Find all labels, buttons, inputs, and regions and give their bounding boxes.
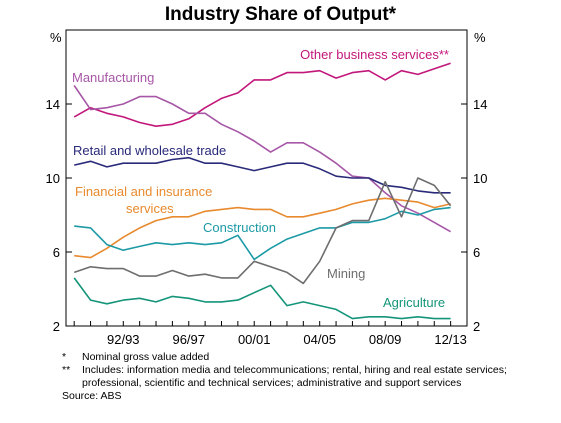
footnotes: * Nominal gross value added ** Includes:… [62,351,561,403]
y-axis-left-label: % [50,30,62,45]
y-tick-label-right: 10 [473,171,487,186]
series-line-other-business-services [73,62,451,127]
footnote-2-mark: ** [62,364,71,376]
series-label-financial-line1: Financial and insurance [75,184,212,199]
y-ticks: 2 2 6 6 10 10 14 14 [46,97,488,334]
chart-title: Industry Share of Output* [164,4,397,25]
x-tick-label: 08/09 [369,332,402,347]
y-tick-label-right: 2 [473,319,480,334]
x-tick-label: 92/93 [107,332,140,347]
footnote-1-mark: * [62,351,67,363]
series-label-construction: Construction [203,220,276,235]
x-tick-label: 12/13 [434,332,467,347]
y-tick-label-left: 6 [53,245,60,260]
source-note: Source: ABS [62,390,122,402]
series-line-manufacturing [73,85,451,233]
series-line-construction [74,206,451,261]
series-label-mining: Mining [327,266,365,281]
series-label-retail: Retail and wholesale trade [73,143,226,158]
series-lines [73,62,452,320]
x-tick-label: 04/05 [303,332,336,347]
x-tick-label: 00/01 [238,332,271,347]
series-label-other-business-services: Other business services** [300,47,449,62]
series-label-manufacturing: Manufacturing [72,70,154,85]
y-axis-right-label: % [474,30,486,45]
series-label-agriculture: Agriculture [383,295,445,310]
series-label-financial-line2: services [126,201,174,216]
y-tick-label-left: 10 [46,171,60,186]
y-tick-label-right: 6 [473,245,480,260]
y-tick-label-left: 2 [53,319,60,334]
footnote-1-text: Nominal gross value added [82,351,210,363]
series-line-financial-and-insurance-services [74,197,451,259]
series-line-agriculture [73,277,451,320]
y-tick-label-right: 14 [473,97,487,112]
footnote-1: * Nominal gross value added [62,351,561,364]
x-ticks: 92/93 96/97 00/01 04/05 08/09 12/13 [73,321,468,347]
series-line-mining [73,177,452,285]
line-chart: % % 2 2 6 6 10 10 14 14 92/93 96/97 00/01 04/05 08/… [46,29,488,347]
footnote-2-text: Includes: information media and telecomm… [82,364,507,389]
x-tick-label: 96/97 [172,332,205,347]
footnote-2: ** Includes: information media and telec… [62,364,561,390]
y-tick-label-left: 14 [46,97,60,112]
